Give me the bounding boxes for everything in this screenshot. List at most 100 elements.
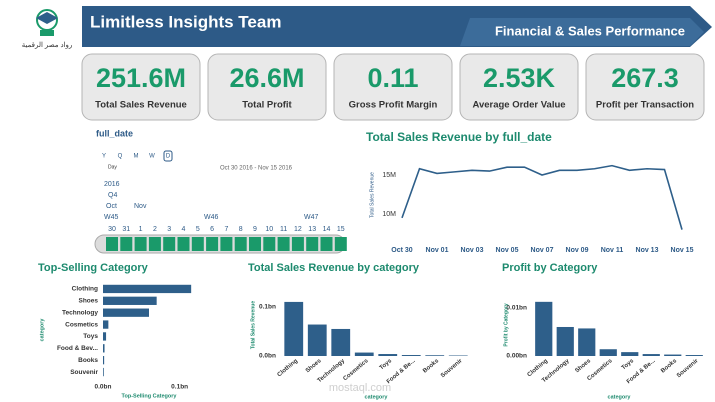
slicer-day: 2 — [153, 226, 157, 233]
y-tick-label: 0.1bn — [259, 304, 276, 311]
kpi-label: Total Profit — [242, 100, 292, 111]
y-tick-label: Shoes — [78, 298, 98, 305]
slicer-day-cell[interactable] — [277, 237, 290, 251]
slicer-week: W47 — [304, 214, 319, 221]
logo-cap — [36, 12, 58, 24]
kpi-label: Average Order Value — [472, 100, 565, 111]
kpi-card — [81, 53, 201, 121]
kpi-card — [459, 53, 579, 121]
slicer-month: Nov — [134, 203, 147, 210]
y-tick-label: 0.01bn — [506, 304, 527, 311]
slicer-year: 2016 — [104, 181, 120, 188]
y-tick-label: 15M — [382, 172, 396, 179]
y-tick-label: Cosmetics — [65, 321, 98, 328]
chart-title: Top-Selling Category — [38, 262, 149, 274]
x-tick-label: Nov 11 — [601, 247, 624, 254]
slicer-day-cell[interactable] — [106, 237, 118, 251]
slicer-day-cell[interactable] — [334, 237, 347, 251]
slicer-day: 14 — [323, 226, 331, 233]
bar — [103, 320, 109, 329]
chart-title: Profit by Category — [502, 262, 598, 274]
y-tick-label: Technology — [62, 309, 98, 316]
y-tick-label: 0.00bn — [506, 353, 527, 360]
slicer-range: Oct 30 2016 - Nov 15 2016 — [220, 166, 293, 172]
y-tick-label: Souvenir — [70, 369, 98, 376]
kpi-card — [333, 53, 453, 121]
slicer-level-caption: Day — [108, 164, 117, 170]
x-tick-label: Nov 09 — [566, 247, 589, 254]
slicer-day-cell[interactable] — [220, 237, 233, 251]
slicer-day-cell[interactable] — [163, 237, 176, 251]
slicer-day: 7 — [224, 226, 228, 233]
bar — [401, 355, 421, 356]
line — [401, 164, 683, 230]
kpi-value: 26.6M — [229, 63, 304, 93]
slicer-week: W45 — [104, 214, 119, 221]
kpi-value: 0.11 — [367, 63, 418, 93]
y-axis-label: category — [39, 318, 45, 342]
slicer-day-cell[interactable] — [148, 237, 161, 251]
logo-text: رواد مصر الرقمية — [22, 41, 73, 49]
slicer-day-cell[interactable] — [234, 237, 247, 251]
bar — [599, 349, 617, 356]
y-axis-label: Profit by Category — [503, 303, 509, 347]
slicer-day-cell[interactable] — [306, 237, 319, 251]
bar — [103, 332, 107, 341]
slicer-day: 13 — [308, 226, 316, 233]
slicer-day-cell[interactable] — [320, 237, 333, 251]
slicer-day-cell[interactable] — [291, 237, 304, 251]
slicer-day-cell[interactable] — [191, 237, 204, 251]
y-tick-label: Clothing — [72, 286, 98, 293]
slicer-day-cell[interactable] — [134, 237, 147, 251]
slicer-day-cell[interactable] — [206, 237, 219, 251]
slicer-level[interactable]: D — [166, 154, 171, 160]
kpi-value: 267.3 — [611, 63, 679, 93]
bar — [378, 354, 398, 356]
logo-book — [40, 30, 54, 36]
bar — [535, 301, 553, 356]
bar — [331, 328, 351, 356]
y-tick-label: 10M — [382, 211, 396, 218]
slicer-day: 9 — [253, 226, 257, 233]
slicer-quarter: Q4 — [108, 192, 117, 199]
slicer-day: 5 — [196, 226, 200, 233]
y-tick-label: Toys — [83, 333, 98, 340]
x-tick-label: Nov 01 — [426, 247, 449, 254]
x-tick-label: Oct 30 — [391, 247, 413, 254]
kpi-label: Profit per Transaction — [596, 100, 694, 111]
bar — [685, 355, 703, 356]
x-tick-label: Nov 07 — [531, 247, 554, 254]
kpi-card — [207, 53, 327, 121]
x-axis-label: Top-Selling Category — [122, 393, 178, 399]
bar — [103, 367, 104, 377]
y-tick-label: Food & Bev... — [57, 345, 98, 352]
bar — [103, 344, 105, 353]
bar — [425, 355, 445, 356]
bar — [103, 296, 157, 305]
slicer-day-cell[interactable] — [249, 237, 261, 251]
slicer-day-cell[interactable] — [120, 237, 133, 251]
kpi-card — [585, 53, 705, 121]
slicer-day: 4 — [182, 226, 186, 233]
slicer-level-box — [163, 150, 173, 162]
slicer-level[interactable]: Y — [102, 154, 106, 160]
x-tick-label: Nov 05 — [496, 247, 519, 254]
slicer-day: 12 — [294, 226, 302, 233]
x-tick-label: 0.1bn — [171, 384, 188, 391]
slicer-day-cell[interactable] — [177, 237, 190, 251]
bar — [103, 284, 192, 294]
slicer-day: 11 — [280, 226, 287, 233]
kpi-label: Gross Profit Margin — [349, 100, 438, 111]
slicer-level[interactable]: W — [149, 154, 155, 160]
slicer-day-cell[interactable] — [263, 237, 276, 251]
bar — [578, 328, 596, 356]
slicer-day: 1 — [139, 226, 143, 233]
x-tick-label: Nov 13 — [636, 247, 659, 254]
slicer-day: 3 — [167, 226, 171, 233]
slicer-day: 10 — [265, 226, 273, 233]
slicer-week: W46 — [204, 214, 219, 221]
slicer-level[interactable]: M — [134, 154, 139, 160]
bar — [664, 354, 682, 356]
slicer-level[interactable]: Q — [118, 154, 123, 160]
